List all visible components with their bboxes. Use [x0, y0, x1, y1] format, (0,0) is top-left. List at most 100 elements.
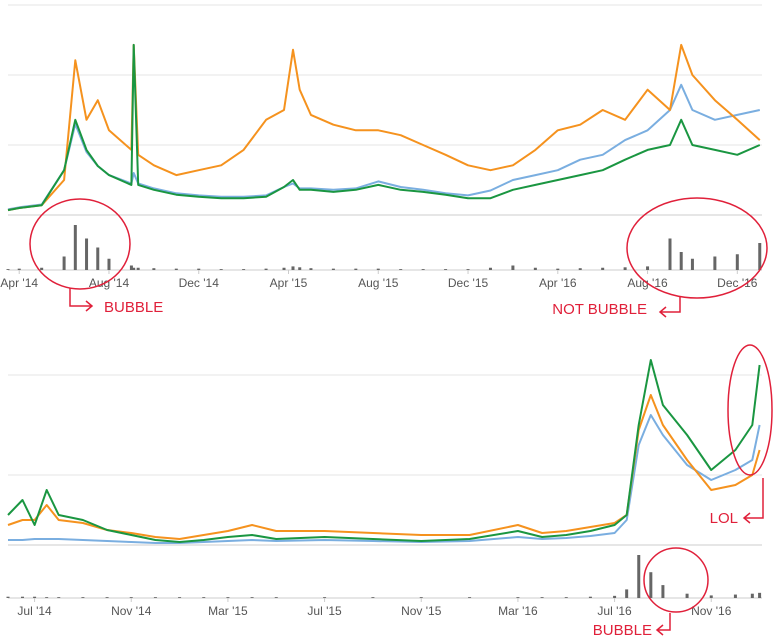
volume-bar — [690, 258, 694, 270]
volume-bar — [129, 265, 133, 270]
volume-bar — [136, 267, 140, 270]
volume-bar — [713, 256, 717, 270]
volume-bar — [468, 597, 472, 598]
annotation-circle — [626, 197, 768, 299]
volume-bar — [331, 268, 335, 270]
volume-bar — [685, 593, 689, 598]
x-tick-label: Dec '15 — [448, 276, 489, 290]
annotation-text: LOL — [710, 510, 738, 527]
x-tick-label: Dec '14 — [179, 276, 220, 290]
volume-bar — [219, 269, 223, 270]
volume-bar — [40, 267, 44, 270]
volume-bar — [709, 595, 713, 598]
volume-bar — [679, 252, 683, 270]
volume-bar — [376, 268, 380, 270]
volume-bar — [73, 225, 77, 270]
annotation-text: BUBBLE — [593, 622, 652, 639]
price-line — [7, 43, 761, 212]
volume-bar — [291, 266, 295, 270]
volume-bar — [540, 597, 544, 598]
volume-bar — [613, 595, 617, 598]
volume-bar — [174, 268, 178, 270]
volume-bar — [758, 243, 762, 270]
x-tick-label: Apr '16 — [539, 276, 577, 290]
volume-bar — [564, 597, 568, 598]
volume-bar — [62, 256, 66, 270]
volume-bar — [578, 268, 582, 270]
price-line — [7, 83, 761, 211]
x-tick-label: Nov '16 — [691, 604, 732, 618]
volume-bar — [178, 597, 182, 598]
x-tick-label: Nov '14 — [111, 604, 152, 618]
volume-bar — [444, 269, 448, 270]
x-tick-label: Apr '15 — [270, 276, 308, 290]
volume-bar — [17, 268, 21, 270]
volume-bar — [511, 265, 515, 270]
volume-bar — [129, 597, 133, 598]
x-tick-label: Jul '15 — [307, 604, 342, 618]
volume-bar — [588, 596, 592, 598]
volume-bar — [668, 238, 672, 270]
volume-bar — [733, 594, 737, 598]
volume-bar — [6, 596, 10, 598]
volume-bar — [21, 596, 24, 598]
volume-bar — [371, 597, 375, 598]
volume-bar — [96, 247, 100, 270]
x-tick-label: Jul '16 — [597, 604, 632, 618]
x-tick-label: Jul '14 — [17, 604, 52, 618]
volume-bar — [421, 269, 425, 270]
price-line — [7, 359, 761, 543]
volume-bar — [601, 267, 605, 270]
volume-bar — [45, 597, 49, 598]
volume-bar — [623, 267, 627, 270]
volume-bar — [298, 267, 302, 270]
annotation-text: BUBBLE — [104, 299, 163, 316]
price-line — [7, 394, 761, 540]
volume-bar — [750, 593, 754, 598]
volume-bar — [282, 267, 286, 270]
volume-bar — [152, 268, 156, 270]
volume-bar — [637, 555, 641, 598]
price-line — [7, 43, 761, 212]
x-tick-label: Mar '15 — [208, 604, 248, 618]
x-tick-label: Apr '14 — [0, 276, 38, 290]
volume-bar — [399, 269, 403, 270]
volume-bar — [132, 267, 136, 270]
volume-bar — [646, 266, 650, 270]
annotation-arrow — [742, 478, 764, 524]
volume-bar — [242, 269, 246, 270]
volume-bar — [556, 268, 560, 270]
volume-bar — [758, 592, 762, 598]
volume-bar — [466, 269, 470, 270]
volume-bar — [661, 585, 665, 598]
annotation-circle — [29, 198, 131, 290]
volume-bar — [105, 597, 109, 598]
volume-bar — [323, 597, 327, 598]
annotation-arrow — [658, 297, 681, 318]
x-tick-label: Dec '16 — [717, 276, 758, 290]
annotation-arrow — [69, 288, 94, 312]
annotation-circle — [727, 344, 773, 476]
volume-bar — [274, 597, 278, 598]
x-tick-label: Aug '15 — [358, 276, 399, 290]
volume-bar — [516, 597, 520, 598]
volume-bar — [197, 268, 201, 270]
volume-bar — [354, 268, 358, 270]
x-tick-label: Aug '14 — [89, 276, 130, 290]
volume-bar — [226, 597, 230, 598]
annotation-circle — [643, 547, 709, 613]
volume-bar — [107, 258, 111, 270]
volume-bar — [250, 597, 254, 598]
price-line — [8, 414, 761, 544]
volume-bar — [419, 597, 423, 598]
volume-bar — [649, 572, 653, 598]
volume-bar — [264, 268, 268, 270]
annotation-text: NOT BUBBLE — [552, 301, 647, 318]
volume-bar — [81, 597, 85, 598]
volume-bar — [735, 254, 739, 270]
volume-bar — [488, 267, 492, 270]
volume-bar — [6, 269, 10, 270]
volume-bar — [309, 268, 313, 270]
x-tick-label: Mar '16 — [498, 604, 538, 618]
